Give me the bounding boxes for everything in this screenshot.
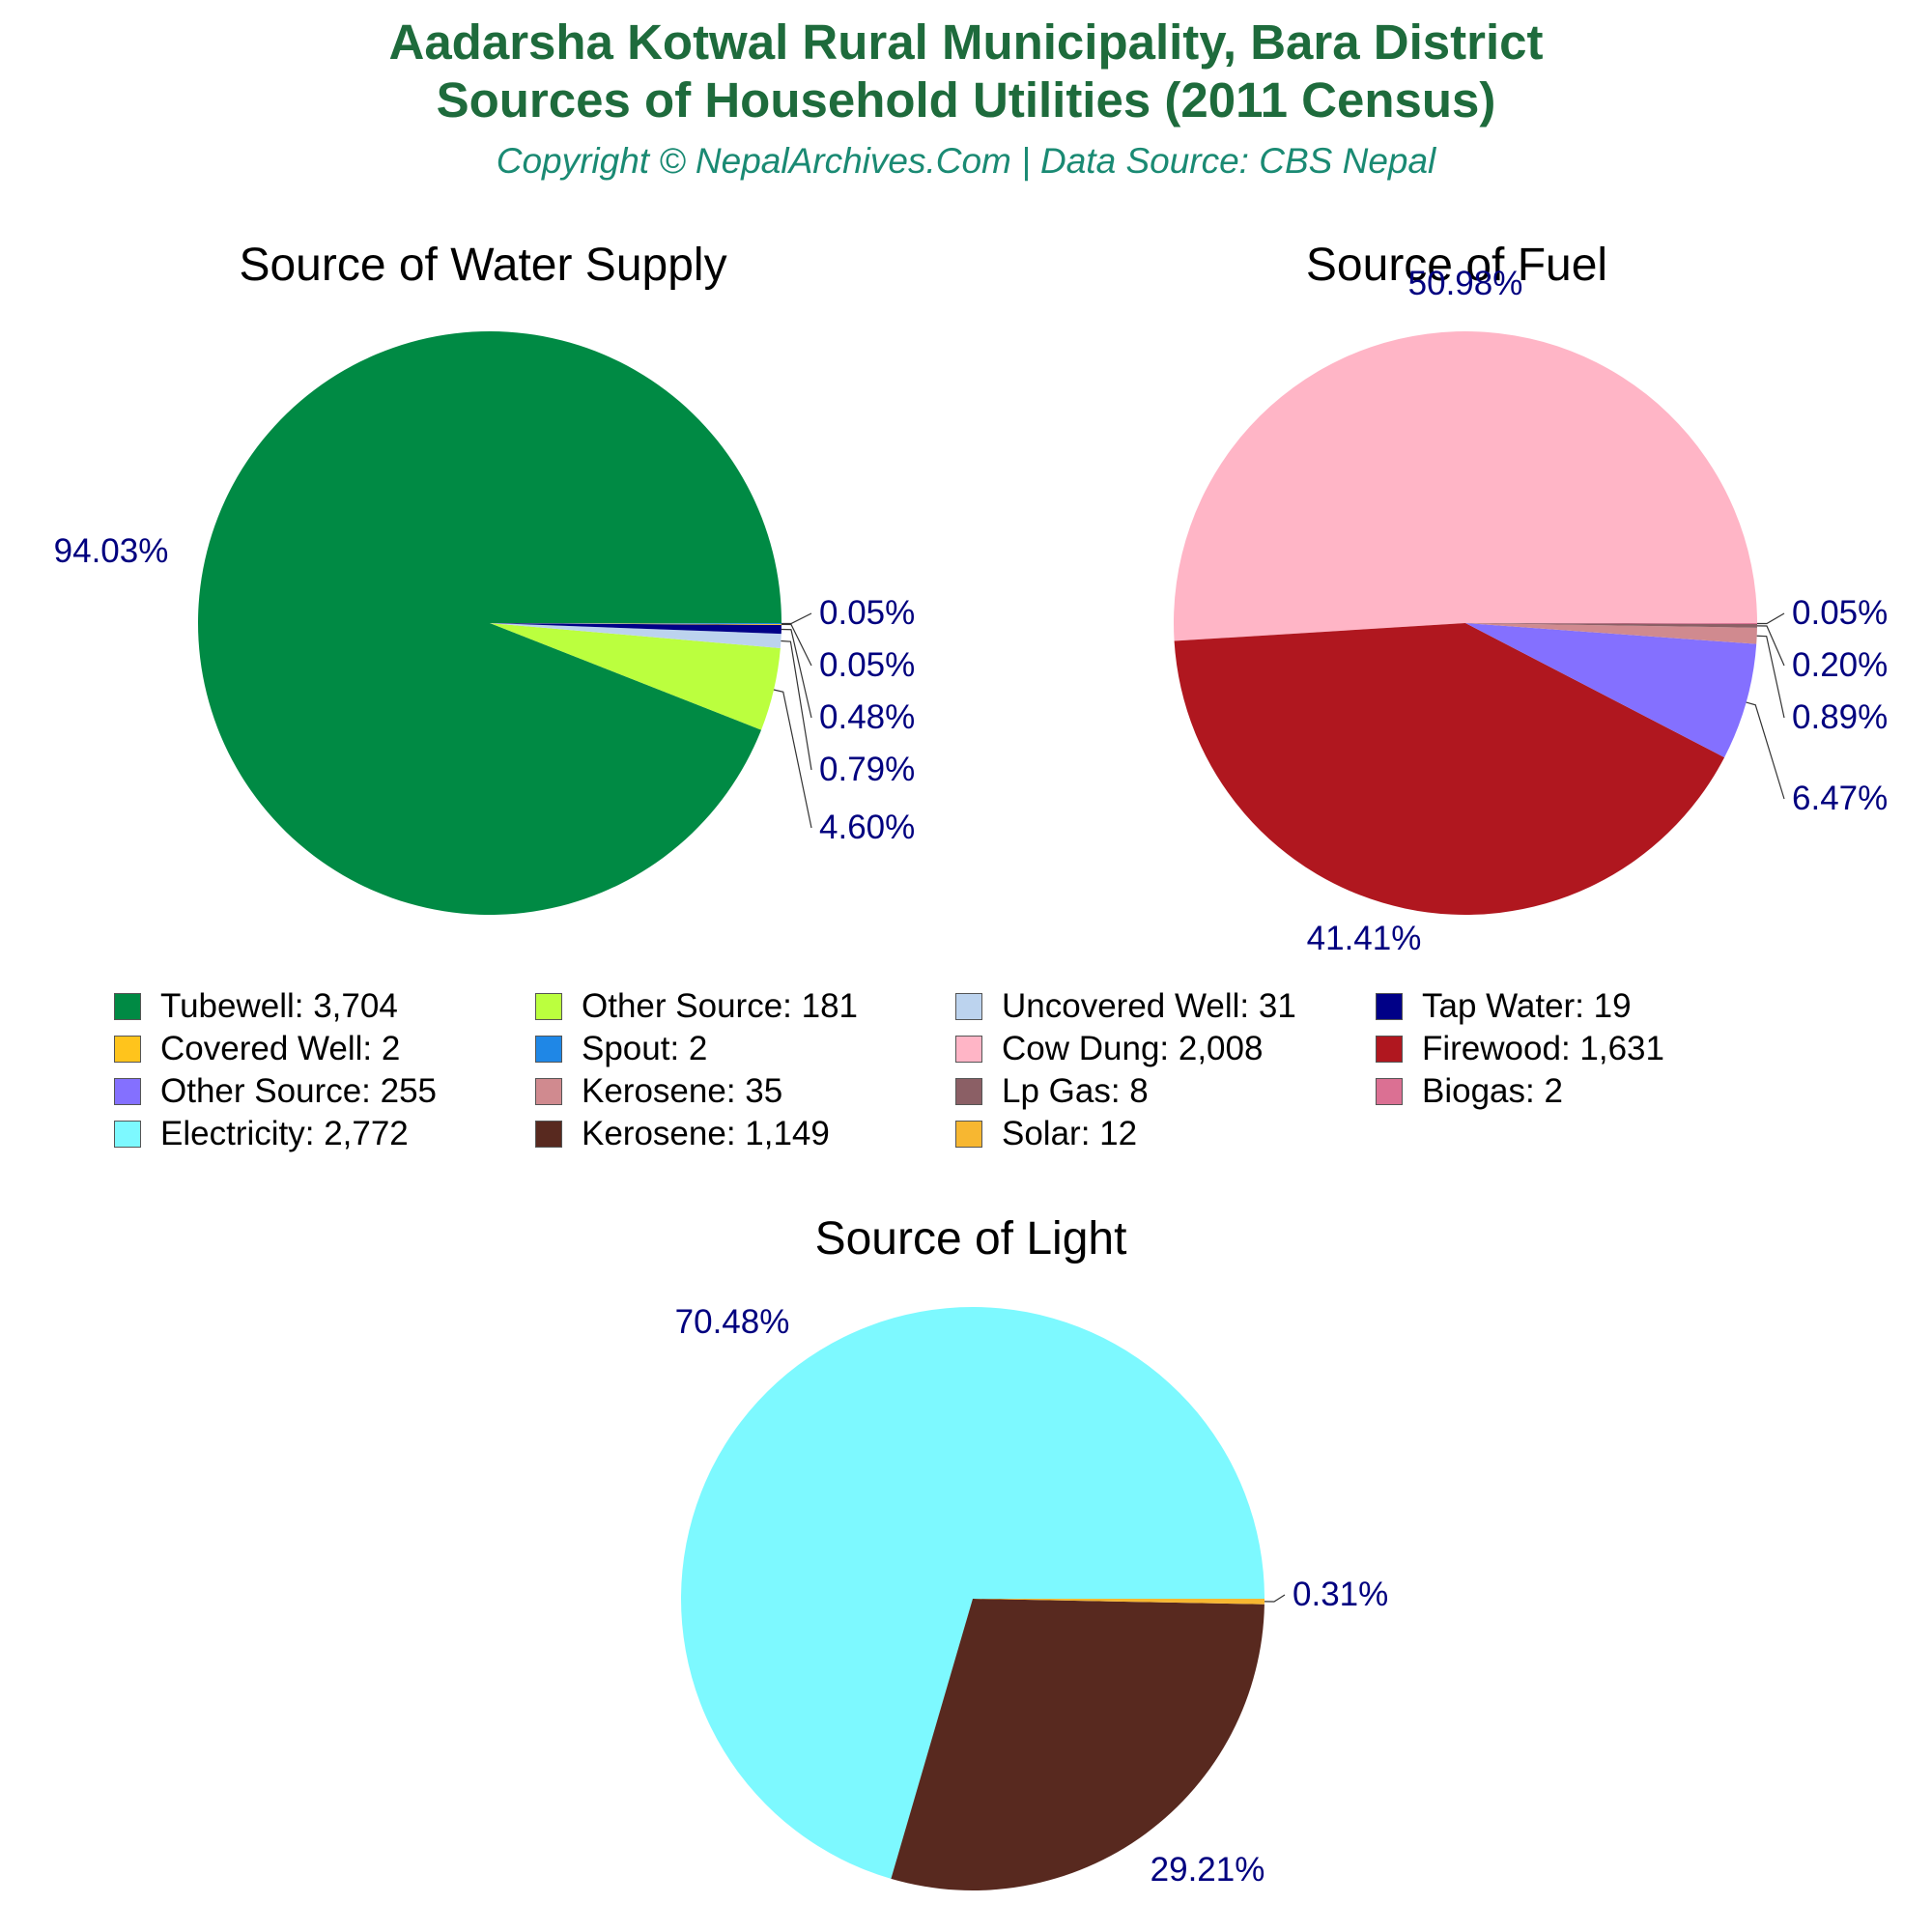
legend-item: Tubewell: 3,704 bbox=[114, 985, 398, 1028]
legend-swatch bbox=[1376, 1078, 1403, 1105]
leader-line bbox=[1756, 625, 1785, 667]
legend-item: Firewood: 1,631 bbox=[1376, 1028, 1664, 1070]
pie-slice-solar bbox=[973, 1599, 1264, 1605]
legend-label: Lp Gas: 8 bbox=[1002, 1072, 1149, 1110]
legend-swatch bbox=[535, 1036, 562, 1063]
pct-label: 0.05% bbox=[819, 594, 915, 632]
legend-item: Covered Well: 2 bbox=[114, 1028, 400, 1070]
pie-slice-tubewell bbox=[198, 330, 781, 915]
legend-label: Tubewell: 3,704 bbox=[160, 987, 398, 1025]
pie-slice-electricity bbox=[680, 1307, 1264, 1879]
pie-slice-kerosene bbox=[891, 1599, 1264, 1890]
legend-item: Electricity: 2,772 bbox=[114, 1113, 409, 1155]
legend-label: Uncovered Well: 31 bbox=[1002, 987, 1296, 1025]
legend-swatch bbox=[955, 1078, 982, 1105]
legend-swatch bbox=[1376, 993, 1403, 1020]
legend-item: Kerosene: 1,149 bbox=[535, 1113, 830, 1155]
pct-label: 94.03% bbox=[54, 532, 169, 570]
leader-line bbox=[781, 628, 812, 719]
leader-line bbox=[1756, 635, 1785, 719]
pct-label: 50.98% bbox=[1408, 265, 1523, 302]
legend-swatch bbox=[1376, 1036, 1403, 1063]
light-pie: 70.48% 29.21% 0.31% bbox=[675, 1303, 1388, 1890]
legend-item: Uncovered Well: 31 bbox=[955, 985, 1296, 1028]
pct-label: 0.05% bbox=[1792, 594, 1888, 632]
leader-line bbox=[1746, 701, 1785, 800]
legend-swatch bbox=[114, 1078, 141, 1105]
pie-slice-uncovered-well bbox=[490, 623, 781, 648]
pct-label: 4.60% bbox=[819, 809, 915, 846]
pie-slice-kerosene bbox=[1465, 623, 1757, 644]
legend-label: Kerosene: 1,149 bbox=[582, 1115, 830, 1152]
pie-slice-lp-gas bbox=[1465, 623, 1757, 628]
legend-item: Lp Gas: 8 bbox=[955, 1070, 1149, 1113]
pie-slice-cow-dung bbox=[1174, 330, 1757, 641]
leader-line bbox=[1264, 1594, 1286, 1603]
legend-label: Firewood: 1,631 bbox=[1422, 1030, 1664, 1067]
leader-line bbox=[781, 639, 812, 771]
pct-label: 0.05% bbox=[819, 646, 915, 684]
legend-label: Electricity: 2,772 bbox=[160, 1115, 409, 1152]
pct-label: 41.41% bbox=[1307, 920, 1422, 957]
copyright-subtitle: Copyright © NepalArchives.Com | Data Sou… bbox=[496, 141, 1436, 181]
fuel-pie: 50.98% 41.41% 0.05% 0.20% 0.89% 6.47% bbox=[1174, 265, 1888, 957]
light-pie-title: Source of Light bbox=[815, 1213, 1127, 1264]
leader-line bbox=[781, 623, 812, 667]
legend-swatch bbox=[535, 1121, 562, 1148]
legend-item: Other Source: 181 bbox=[535, 985, 858, 1028]
legend-swatch bbox=[114, 993, 141, 1020]
pct-label: 6.47% bbox=[1792, 780, 1888, 817]
water-pie-title: Source of Water Supply bbox=[239, 240, 726, 291]
pct-label: 0.31% bbox=[1293, 1576, 1388, 1613]
legend-item: Solar: 12 bbox=[955, 1113, 1137, 1155]
main-title-line1: Aadarsha Kotwal Rural Municipality, Bara… bbox=[388, 14, 1544, 70]
legend-item: Cow Dung: 2,008 bbox=[955, 1028, 1263, 1070]
legend-item: Kerosene: 35 bbox=[535, 1070, 782, 1113]
pct-label: 29.21% bbox=[1151, 1851, 1265, 1889]
legend-swatch bbox=[955, 993, 982, 1020]
legend-label: Kerosene: 35 bbox=[582, 1072, 783, 1110]
legend-swatch bbox=[114, 1121, 141, 1148]
legend-label: Tap Water: 19 bbox=[1422, 987, 1632, 1025]
pct-label: 0.48% bbox=[819, 698, 915, 736]
legend-label: Solar: 12 bbox=[1002, 1115, 1138, 1152]
legend-label: Spout: 2 bbox=[582, 1030, 708, 1067]
legend-swatch bbox=[955, 1121, 982, 1148]
water-supply-pie: 94.03% 0.05% 0.05% 0.48% 0.79% 4.60% bbox=[54, 330, 915, 915]
legend-swatch bbox=[955, 1036, 982, 1063]
pct-label: 0.20% bbox=[1792, 646, 1888, 684]
legend-swatch bbox=[114, 1036, 141, 1063]
pie-slice-other-source bbox=[1465, 623, 1757, 758]
legend-label: Covered Well: 2 bbox=[160, 1030, 401, 1067]
legend-label: Cow Dung: 2,008 bbox=[1002, 1030, 1264, 1067]
pct-label: 0.79% bbox=[819, 751, 915, 788]
pie-slice-tap-water bbox=[490, 623, 781, 635]
legend-item: Biogas: 2 bbox=[1376, 1070, 1563, 1113]
leader-line bbox=[1756, 612, 1785, 625]
legend-label: Biogas: 2 bbox=[1422, 1072, 1563, 1110]
pie-slice-spout bbox=[490, 623, 781, 624]
legend-swatch bbox=[535, 993, 562, 1020]
legend-label: Other Source: 255 bbox=[160, 1072, 437, 1110]
pct-label: 70.48% bbox=[675, 1303, 790, 1341]
legend-item: Other Source: 255 bbox=[114, 1070, 437, 1113]
pct-label: 0.89% bbox=[1792, 698, 1888, 736]
leader-line bbox=[773, 689, 812, 829]
main-title-line2: Sources of Household Utilities (2011 Cen… bbox=[436, 72, 1496, 128]
pie-slice-covered-well bbox=[490, 623, 781, 625]
legend-label: Other Source: 181 bbox=[582, 987, 858, 1025]
pie-slice-firewood bbox=[1174, 623, 1725, 915]
chart-header: Aadarsha Kotwal Rural Municipality, Bara… bbox=[0, 0, 1932, 182]
legend-swatch bbox=[535, 1078, 562, 1105]
legend-item: Spout: 2 bbox=[535, 1028, 707, 1070]
pie-slice-biogas bbox=[1465, 623, 1758, 624]
pie-slice-other-source bbox=[490, 623, 781, 730]
leader-line bbox=[781, 612, 812, 625]
fuel-pie-title: Source of Fuel bbox=[1306, 240, 1607, 291]
legend-item: Tap Water: 19 bbox=[1376, 985, 1632, 1028]
